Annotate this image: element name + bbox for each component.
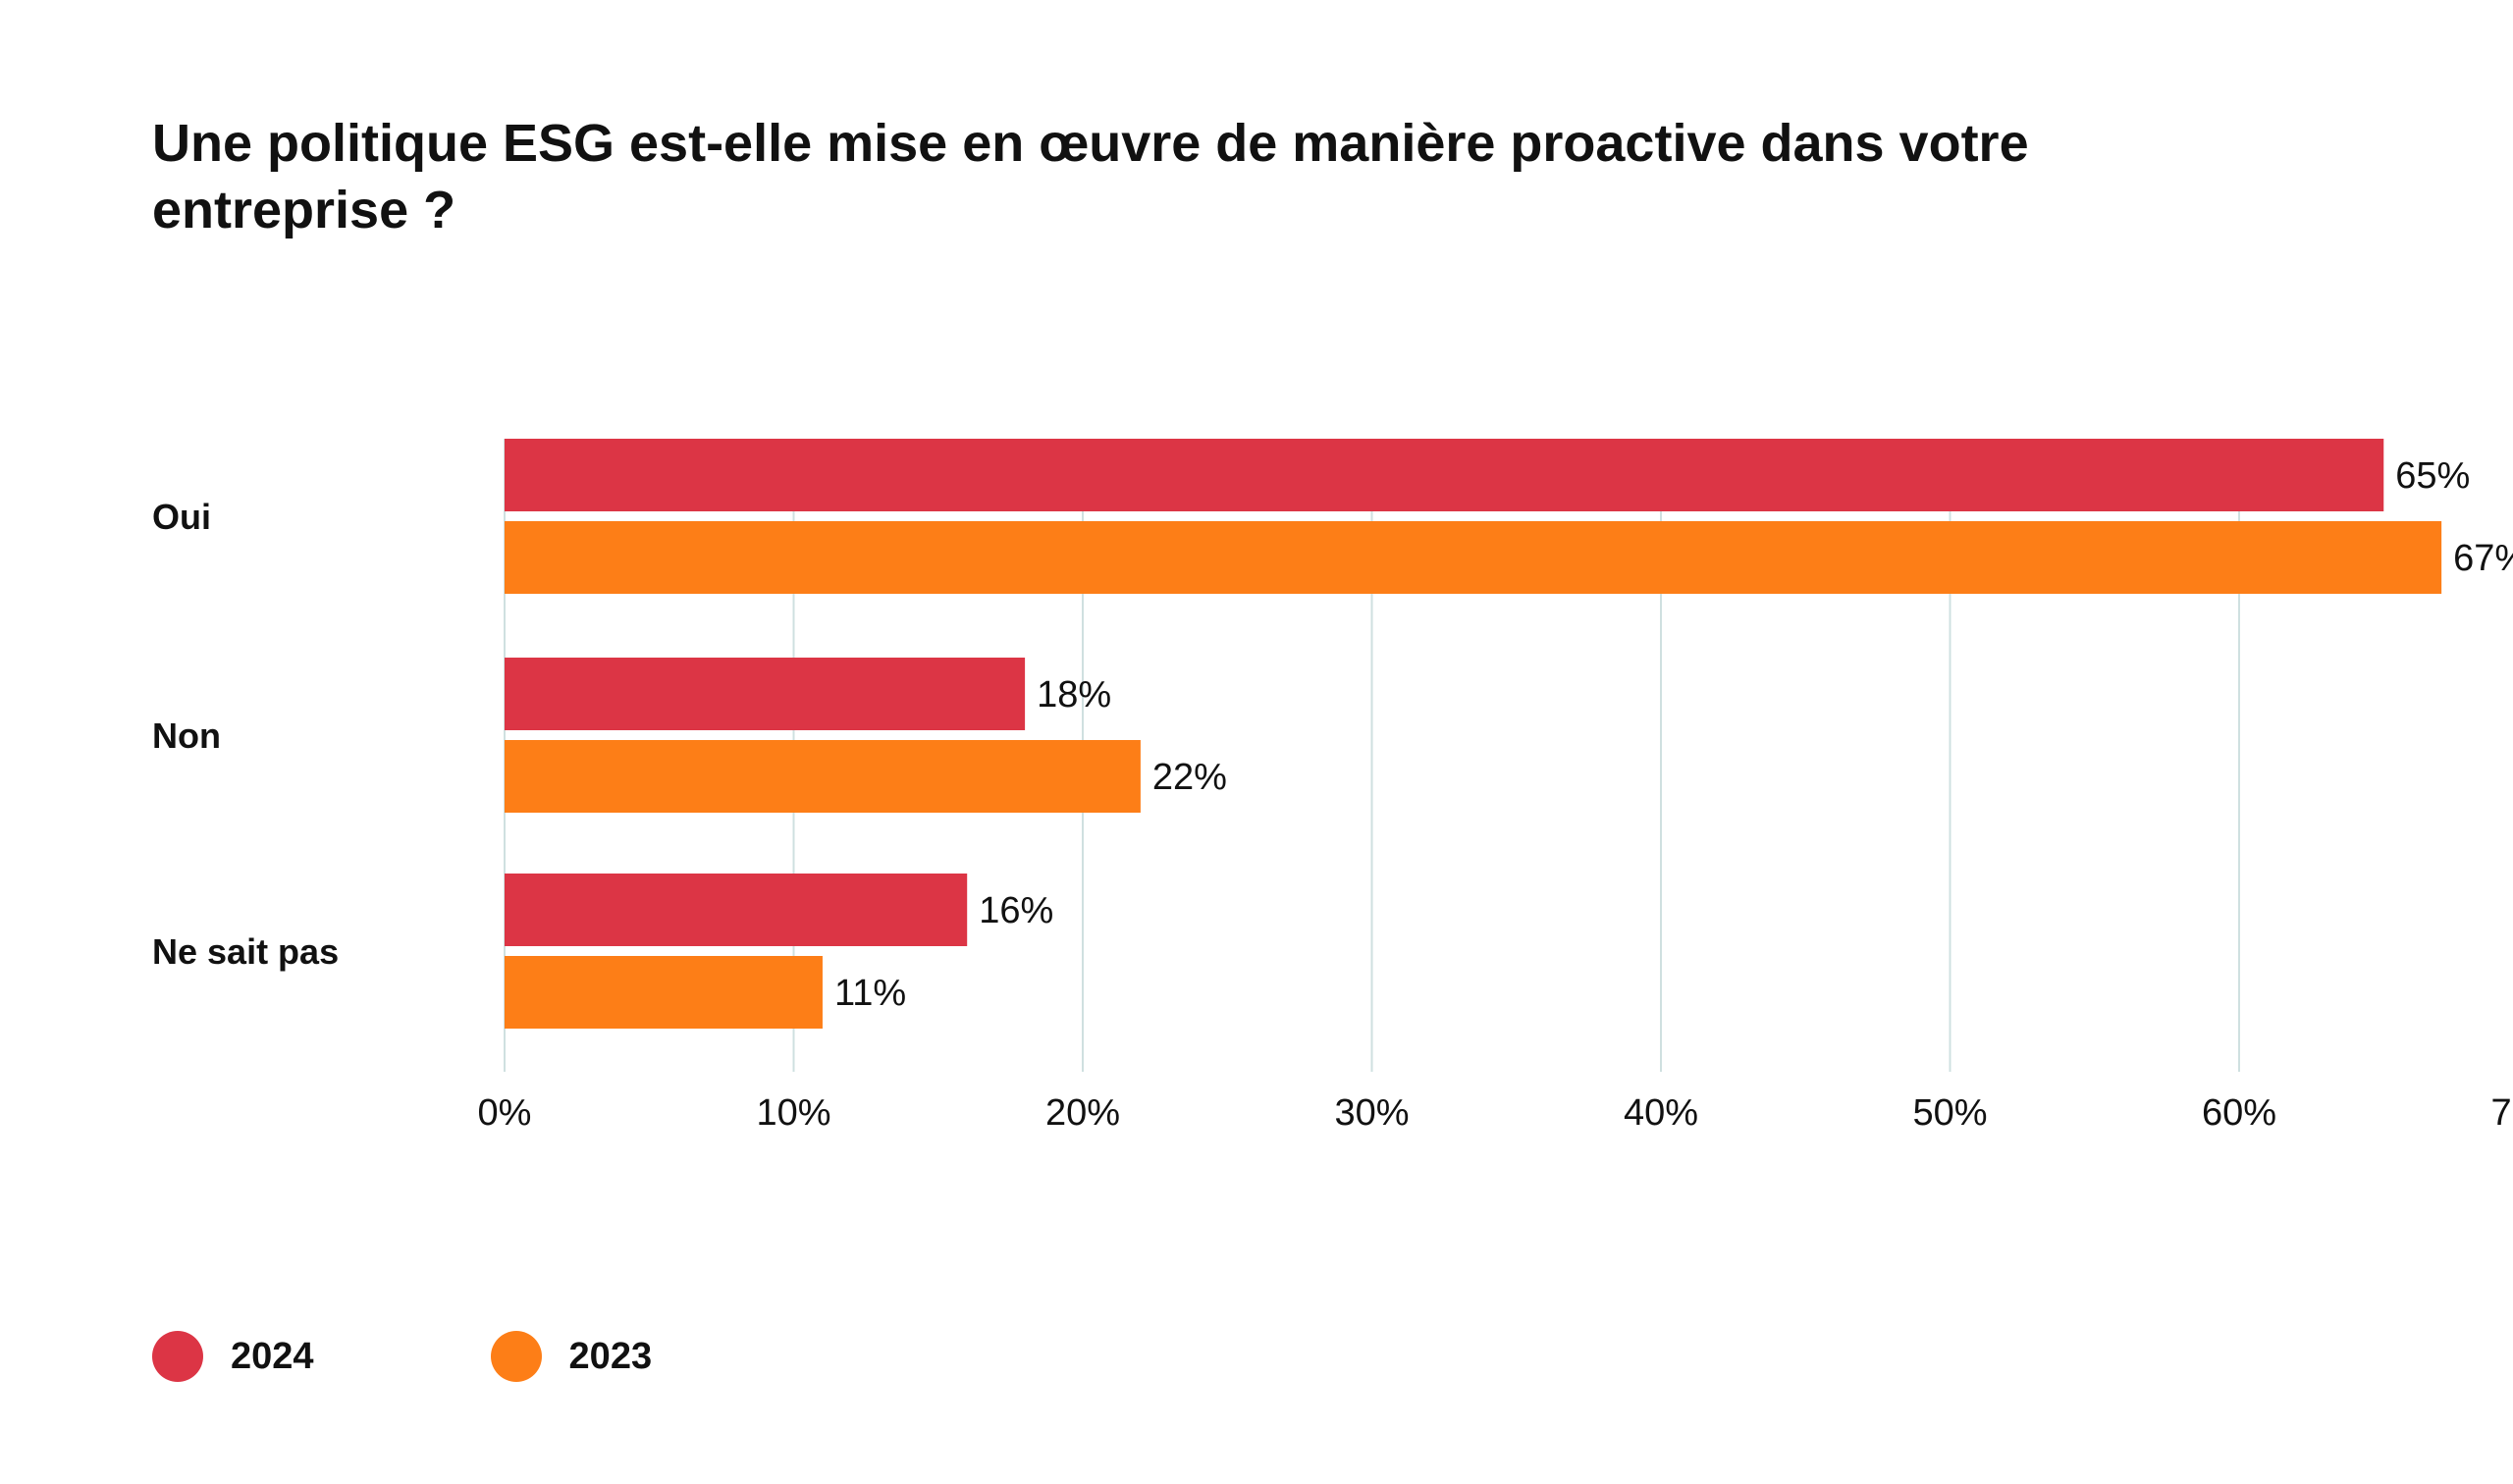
category-label: Non <box>152 716 221 756</box>
value-labels: 65% 67% 18% 22% 16% 11% <box>834 455 2513 1014</box>
bar-value-label: 11% <box>834 973 906 1014</box>
legend-label-2024: 2024 <box>231 1335 314 1377</box>
bar-2024-non[interactable] <box>505 658 1026 730</box>
x-tick-label: 20% <box>1045 1092 1120 1134</box>
bar-2024-oui[interactable] <box>505 439 2384 511</box>
bars <box>505 439 2442 1029</box>
legend-item-2024[interactable]: 2024 <box>152 1331 314 1382</box>
bar-2023-non[interactable] <box>505 740 1141 813</box>
bar-value-label: 67% <box>2453 538 2513 579</box>
x-tick-label: 10% <box>756 1092 830 1134</box>
category-labels: Oui Non Ne sait pas <box>152 497 339 972</box>
bar-value-label: 65% <box>2395 455 2470 497</box>
x-tick-label: 40% <box>1624 1092 1698 1134</box>
bar-2023-ne-sait-pas[interactable] <box>505 956 823 1029</box>
x-tick-label: 70% <box>2490 1092 2513 1134</box>
bar-value-label: 16% <box>979 890 1053 931</box>
category-label: Oui <box>152 497 211 537</box>
bar-2024-ne-sait-pas[interactable] <box>505 874 968 946</box>
legend-swatch-2024 <box>152 1331 203 1382</box>
chart-title: Une politique ESG est-elle mise en œuvre… <box>152 114 2029 239</box>
x-tick-label: 50% <box>1912 1092 1987 1134</box>
legend-label-2023: 2023 <box>568 1335 653 1377</box>
x-tick-label: 60% <box>2202 1092 2276 1134</box>
legend: 2024 2023 <box>152 1331 652 1382</box>
category-label: Ne sait pas <box>152 931 339 972</box>
legend-swatch-2023 <box>490 1331 542 1382</box>
bar-value-label: 18% <box>1037 674 1111 716</box>
bar-value-label: 22% <box>1152 757 1227 798</box>
x-tick-label: 0% <box>478 1092 532 1134</box>
legend-item-2023[interactable]: 2023 <box>490 1331 653 1382</box>
x-tick-label: 30% <box>1334 1092 1409 1134</box>
x-axis-ticks: 0%10%20%30%40%50%60%70%80% <box>478 1092 2513 1134</box>
bar-2023-oui[interactable] <box>505 521 2442 594</box>
